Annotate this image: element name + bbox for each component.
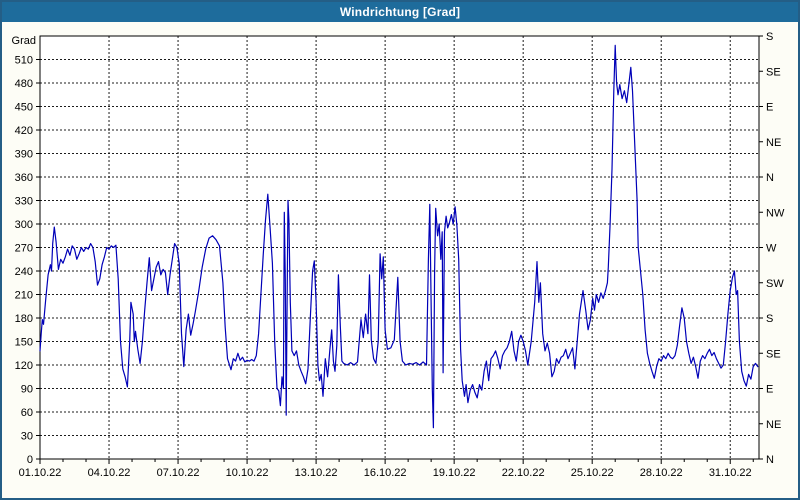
x-tick-label: 31.10.22: [709, 467, 752, 479]
compass-label: SE: [766, 66, 781, 78]
y-tick-label: 210: [15, 290, 33, 302]
x-tick-label: 22.10.22: [502, 467, 545, 479]
y-axis-left: 0 30 60 90 120 150 180 210 240 270 300 330 360 390 420…: [12, 35, 40, 466]
chart-svg: 0 30 60 90 120 150 180 210 240 270 300 330 360 390 420…: [12, 31, 785, 479]
y-tick-label: 180: [15, 313, 33, 325]
compass-label: S: [766, 313, 773, 325]
y-tick-label: 390: [15, 149, 33, 161]
y-tick-label: 300: [15, 219, 33, 231]
y-tick-label: 0: [27, 454, 33, 466]
x-tick-label: 01.10.22: [19, 467, 62, 479]
y-tick-label: 90: [21, 384, 33, 396]
y-tick-label: 240: [15, 266, 33, 278]
gridlines: [40, 36, 759, 459]
x-tick-label: 10.10.22: [226, 467, 269, 479]
x-tick-label: 28.10.22: [640, 467, 683, 479]
y-tick-label: 510: [15, 55, 33, 67]
y-tick-label: 120: [15, 360, 33, 372]
y-axis-unit-label: Grad: [12, 35, 36, 47]
x-tick-label: 04.10.22: [88, 467, 131, 479]
compass-label: W: [766, 243, 777, 255]
chart-area: 0 30 60 90 120 150 180 210 240 270 300 330 360 390 420…: [2, 22, 798, 498]
compass-label: NW: [766, 207, 785, 219]
y-tick-label: 480: [15, 78, 33, 90]
compass-label: N: [766, 454, 774, 466]
y-tick-label: 330: [15, 196, 33, 208]
y-tick-label: 450: [15, 102, 33, 114]
compass-label: E: [766, 384, 773, 396]
y-axis-right: S SE E NE N NW W SW S SE E NE N: [759, 31, 785, 466]
title-bar: Windrichtung [Grad]: [2, 2, 798, 22]
x-tick-label: 13.10.22: [295, 467, 338, 479]
y-tick-label: 360: [15, 172, 33, 184]
compass-label: NE: [766, 419, 781, 431]
y-tick-label: 30: [21, 431, 33, 443]
compass-label: SW: [766, 278, 784, 290]
x-tick-label: 19.10.22: [433, 467, 476, 479]
y-tick-label: 270: [15, 243, 33, 255]
plot-background: [40, 36, 759, 459]
compass-label: E: [766, 102, 773, 114]
compass-label: NE: [766, 137, 781, 149]
wind-direction-line: [39, 44, 759, 429]
x-tick-label: 16.10.22: [364, 467, 407, 479]
compass-label: N: [766, 172, 774, 184]
x-axis: 01.10.22 04.10.22 07.10.22 10.10.22 13.10.22…: [19, 459, 754, 479]
y-tick-label: 60: [21, 407, 33, 419]
window-title: Windrichtung [Grad]: [339, 5, 461, 19]
x-tick-label: 25.10.22: [571, 467, 614, 479]
y-tick-label: 420: [15, 125, 33, 137]
x-tick-label: 07.10.22: [157, 467, 200, 479]
compass-label: S: [766, 31, 773, 43]
y-tick-label: 150: [15, 337, 33, 349]
compass-label: SE: [766, 348, 781, 360]
